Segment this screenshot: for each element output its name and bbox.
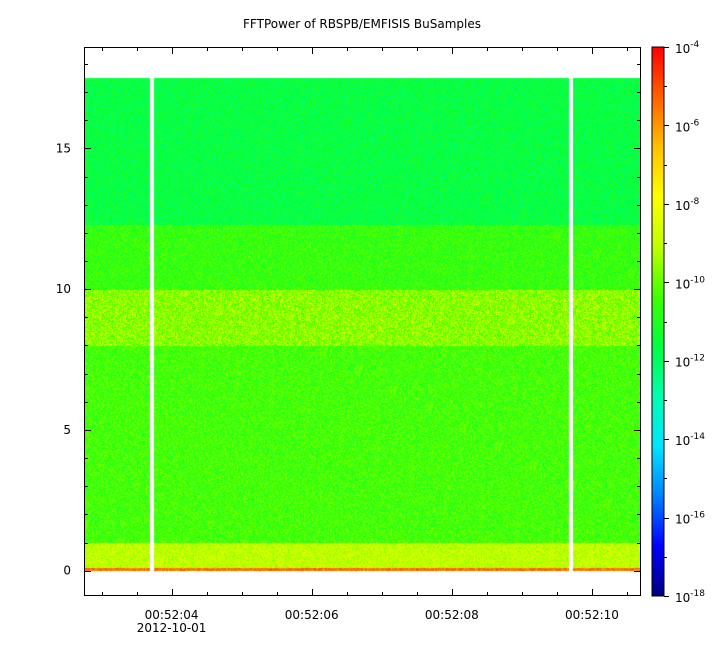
x-tick-label: 00:52:08 xyxy=(425,608,479,622)
plot-area xyxy=(84,47,641,596)
plot-border xyxy=(84,47,641,596)
y-tick-label: 15 xyxy=(56,141,71,155)
spectrogram-image xyxy=(84,47,641,596)
colorbar-tick-label: 10-4 xyxy=(675,40,700,56)
colorbar-tick-label: 10-14 xyxy=(675,432,705,448)
colorbar: 10-4 10-6 10-8 10-10 10-12 10-14 10-16 10-18 xyxy=(651,40,705,605)
y-tick-label: 0 xyxy=(63,564,71,578)
y-axis: 0 5 10 15 xyxy=(56,64,641,578)
x-tick-label: 00:52:04 xyxy=(145,608,199,622)
x-date-label: 2012-10-01 xyxy=(137,621,207,635)
y-tick-label: 10 xyxy=(56,282,71,296)
y-tick-label: 5 xyxy=(63,423,71,437)
colorbar-tick-label: 10-6 xyxy=(675,118,700,134)
x-axis: 00:52:04 00:52:06 00:52:08 00:52:10 2012-10-… xyxy=(102,47,628,635)
colorbar-tick-label: 10-8 xyxy=(675,197,700,213)
chart-title: FFTPower of RBSPB/EMFISIS BuSamples xyxy=(243,17,481,31)
colorbar-tick-label: 10-18 xyxy=(675,589,705,605)
colorbar-tick-label: 10-12 xyxy=(675,354,705,370)
colorbar-gradient xyxy=(651,46,665,597)
x-tick-label: 00:52:10 xyxy=(565,608,619,622)
colorbar-tick-label: 10-10 xyxy=(675,275,705,291)
x-tick-label: 00:52:06 xyxy=(285,608,339,622)
colorbar-tick-label: 10-16 xyxy=(675,511,705,527)
